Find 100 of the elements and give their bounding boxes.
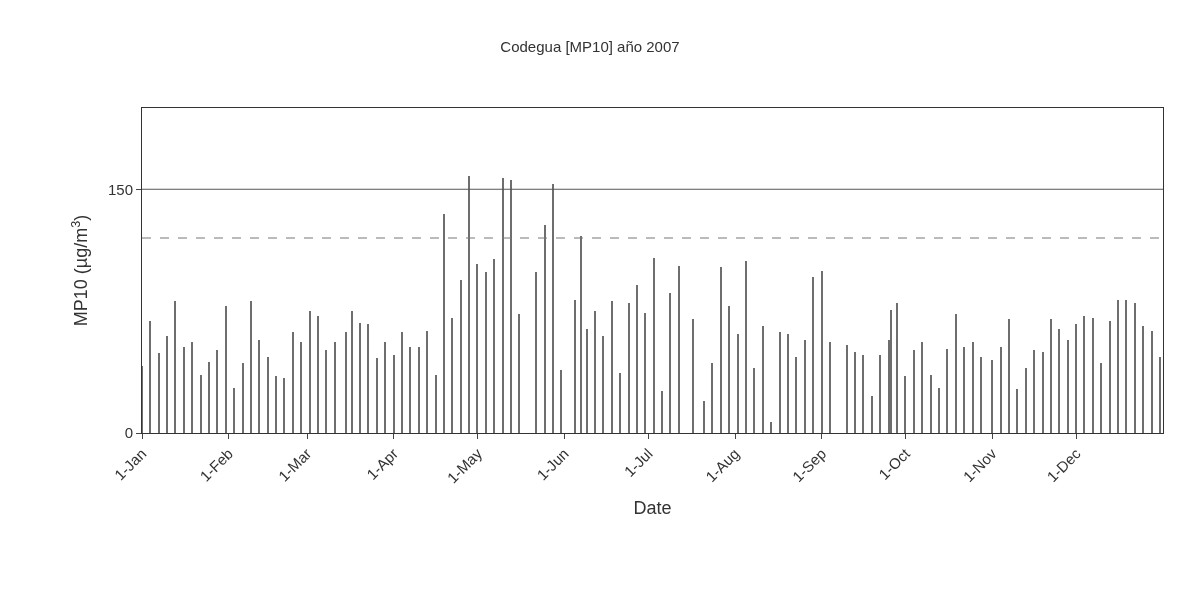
bar — [451, 318, 453, 433]
bar — [930, 375, 932, 433]
bar — [409, 347, 411, 433]
bar — [991, 360, 993, 433]
bar — [1033, 350, 1035, 433]
bar — [393, 355, 395, 433]
bar — [426, 331, 428, 433]
bar — [636, 285, 638, 433]
bar — [879, 355, 881, 433]
bar — [963, 347, 965, 433]
y-tick-label: 0 — [124, 424, 133, 442]
bar — [574, 300, 576, 433]
bar — [1159, 357, 1161, 433]
bar — [862, 355, 864, 433]
bar — [300, 342, 302, 433]
bar — [1000, 347, 1002, 433]
bar — [518, 314, 520, 433]
bar — [267, 357, 269, 433]
bar — [1008, 319, 1010, 433]
bar — [1042, 352, 1044, 433]
chart-title: Codegua [MP10] año 2007 — [500, 37, 680, 55]
bar — [334, 342, 336, 433]
bar — [871, 396, 873, 433]
bar — [183, 347, 185, 433]
bar — [493, 259, 495, 433]
bar — [678, 266, 680, 433]
bar — [619, 373, 621, 433]
bar — [560, 370, 562, 433]
bar — [166, 336, 168, 433]
bar — [904, 376, 906, 433]
bar — [770, 422, 772, 433]
bar — [476, 264, 478, 433]
bar — [292, 332, 294, 433]
bar — [485, 272, 487, 433]
bar — [443, 214, 445, 433]
bar — [703, 401, 705, 433]
bar — [1050, 319, 1052, 433]
bar — [552, 184, 554, 433]
bar — [376, 358, 378, 433]
bar — [1075, 324, 1077, 433]
bar — [200, 375, 202, 433]
bar — [242, 363, 244, 433]
bar — [804, 340, 806, 433]
bar — [174, 301, 176, 433]
bar — [216, 350, 218, 433]
bar — [250, 301, 252, 433]
bar — [1117, 300, 1119, 433]
bar — [711, 363, 713, 433]
bar — [1109, 321, 1111, 433]
bar — [762, 326, 764, 433]
bar — [594, 311, 596, 433]
bar — [435, 375, 437, 433]
bar — [384, 342, 386, 433]
bar — [669, 293, 671, 433]
bar — [846, 345, 848, 433]
bar — [1151, 331, 1153, 433]
bar — [325, 350, 327, 433]
bar — [1092, 318, 1094, 433]
bar — [1134, 303, 1136, 433]
bar — [401, 332, 403, 433]
bar — [586, 329, 588, 433]
bar — [972, 342, 974, 433]
bar — [1083, 316, 1085, 433]
bar — [225, 306, 227, 433]
bar — [812, 277, 814, 433]
x-axis-title: Date — [633, 497, 672, 518]
bar — [460, 280, 462, 433]
bar — [1100, 363, 1102, 433]
bar — [795, 357, 797, 433]
bar — [1142, 326, 1144, 433]
bar — [946, 349, 948, 433]
bar — [158, 353, 160, 433]
bar — [309, 311, 311, 433]
bar — [359, 323, 361, 433]
bar — [896, 303, 898, 433]
bar — [628, 303, 630, 433]
bar — [938, 388, 940, 433]
bar — [1016, 389, 1018, 433]
bar — [737, 334, 739, 433]
bar — [745, 261, 747, 433]
bar — [787, 334, 789, 433]
bar — [955, 314, 957, 433]
bar — [728, 306, 730, 433]
bar — [149, 321, 151, 433]
bar — [890, 310, 892, 433]
bar — [351, 311, 353, 433]
bar — [913, 350, 915, 433]
y-tick-label: 150 — [107, 180, 133, 198]
bar — [821, 271, 823, 433]
bar — [191, 342, 193, 433]
bar — [720, 267, 722, 433]
bar — [367, 324, 369, 433]
bar — [1067, 340, 1069, 433]
bar — [345, 332, 347, 433]
bar — [535, 272, 537, 433]
bar — [921, 342, 923, 433]
bar — [233, 388, 235, 433]
bar — [980, 357, 982, 433]
bar — [779, 332, 781, 433]
bar — [692, 319, 694, 433]
